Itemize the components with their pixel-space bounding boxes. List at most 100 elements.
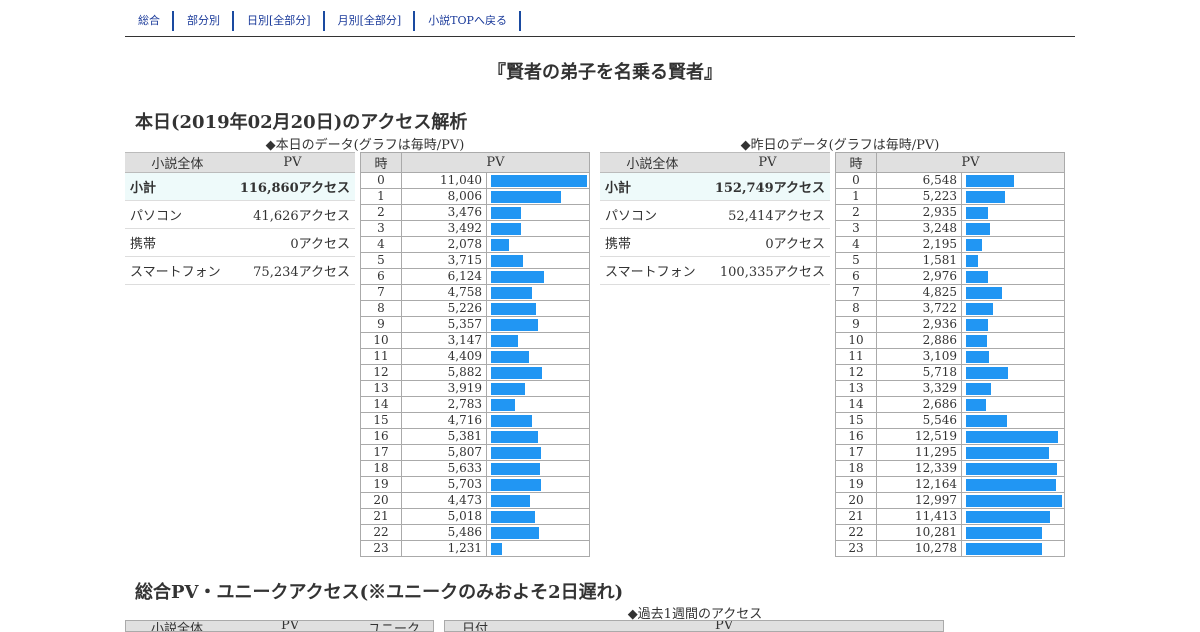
hour-cell: 22 [360,524,402,541]
hour-cell: 7 [360,284,402,301]
summary-row-smartphone: スマートフォン 75,234アクセス [125,256,355,285]
pv-bar [491,415,532,427]
pv-bar-cell [486,380,590,397]
hour-cell: 13 [835,380,877,397]
hour-cell: 3 [835,220,877,237]
pv-bar [491,367,542,379]
hour-cell: 5 [360,252,402,269]
pv-bar [491,511,535,523]
hourly-header-pv: PV [876,152,1065,173]
summary-label: 小計 [600,172,705,201]
pv-bar-cell [486,476,590,493]
hourly-row: 3 3,492 [360,220,590,237]
pv-value-cell: 1,231 [401,540,487,557]
nav-link-novel-top[interactable]: 小説TOPへ戻る [415,11,521,31]
pv-bar-cell [486,412,590,429]
hour-cell: 11 [360,348,402,365]
hour-cell: 15 [360,412,402,429]
hourly-row: 1 8,006 [360,188,590,205]
pv-bar-cell [486,188,590,205]
hour-cell: 4 [360,236,402,253]
pv-bar-cell [486,508,590,525]
pv-bar [491,207,521,219]
pv-bar [491,479,541,491]
pv-bar-cell [961,268,1065,285]
pv-value-cell: 3,492 [401,220,487,237]
hour-cell: 22 [835,524,877,541]
hour-cell: 21 [835,508,877,525]
hour-cell: 19 [360,476,402,493]
hourly-row: 22 5,486 [360,524,590,541]
hourly-row: 0 6,548 [835,172,1065,189]
hour-cell: 15 [835,412,877,429]
summary-header-pv: PV [229,152,355,173]
pv-value-cell: 10,278 [876,540,962,557]
pv-bar-cell [486,252,590,269]
pv-bar [491,319,538,331]
pv-value-cell: 5,226 [401,300,487,317]
pv-value-cell: 12,997 [876,492,962,509]
summary-row-pc: パソコン 52,414アクセス [600,200,830,229]
pv-value-cell: 5,718 [876,364,962,381]
hourly-header-pv: PV [401,152,590,173]
pv-bar-cell [961,188,1065,205]
pv-value-cell: 5,807 [401,444,487,461]
summary-row-mobile: 携帯 0アクセス [600,228,830,257]
pv-value-cell: 12,519 [876,428,962,445]
nav-link-monthly[interactable]: 月別[全部分] [325,11,416,31]
nav-link-overall[interactable]: 総合 [125,11,174,31]
hourly-row: 6 2,976 [835,268,1065,285]
hourly-header-hour: 時 [835,152,877,173]
summary-row-mobile: 携帯 0アクセス [125,228,355,257]
hour-cell: 3 [360,220,402,237]
pv-bar-cell [961,364,1065,381]
pv-bar-cell [486,524,590,541]
hourly-row: 12 5,882 [360,364,590,381]
pv-value-cell: 11,295 [876,444,962,461]
pv-bar-cell [961,396,1065,413]
today-hourly-table: 時 PV 0 11,040 1 8,006 2 3,476 3 3,492 4 2,078 5 3,7… [360,152,590,557]
summary-value: 75,234アクセス [229,256,355,285]
hourly-row: 3 3,248 [835,220,1065,237]
pv-bar-cell [486,284,590,301]
pv-bar [966,463,1057,475]
pv-value-cell: 6,124 [401,268,487,285]
nav-link-by-part[interactable]: 部分別 [174,11,234,31]
pv-value-cell: 1,581 [876,252,962,269]
summary-row-pc: パソコン 41,626アクセス [125,200,355,229]
pv-bar [491,495,530,507]
hour-cell: 17 [835,444,877,461]
hourly-row: 5 3,715 [360,252,590,269]
summary-row-subtotal: 小計 116,860アクセス [125,172,355,201]
summary-value: 0アクセス [229,228,355,257]
pv-bar-cell [961,204,1065,221]
summary-value: 52,414アクセス [704,200,830,229]
summary-label: 小計 [125,172,230,201]
pv-bar-cell [961,220,1065,237]
pv-bar [966,335,987,347]
hourly-row: 17 11,295 [835,444,1065,461]
hourly-row: 11 3,109 [835,348,1065,365]
pv-value-cell: 6,548 [876,172,962,189]
pv-bar [491,303,536,315]
pv-bar [966,479,1056,491]
pv-value-cell: 5,546 [876,412,962,429]
totals-header-unique: ユニーク [368,622,421,632]
pv-bar-cell [486,204,590,221]
hour-cell: 17 [360,444,402,461]
summary-label: パソコン [600,200,705,229]
hour-cell: 7 [835,284,877,301]
hour-cell: 14 [360,396,402,413]
pv-bar-cell [486,268,590,285]
hourly-row: 2 3,476 [360,204,590,221]
totals-section-heading: 総合PV・ユニークアクセス(※ユニークのみおよそ2日遅れ) [135,582,624,603]
hourly-row: 20 12,997 [835,492,1065,509]
hourly-row: 21 11,413 [835,508,1065,525]
pv-bar-cell [961,316,1065,333]
nav-link-daily[interactable]: 日別[全部分] [234,11,325,31]
hourly-row: 14 2,783 [360,396,590,413]
hourly-row: 6 6,124 [360,268,590,285]
hourly-row: 20 4,473 [360,492,590,509]
pv-bar-cell [486,316,590,333]
pv-bar [966,239,982,251]
